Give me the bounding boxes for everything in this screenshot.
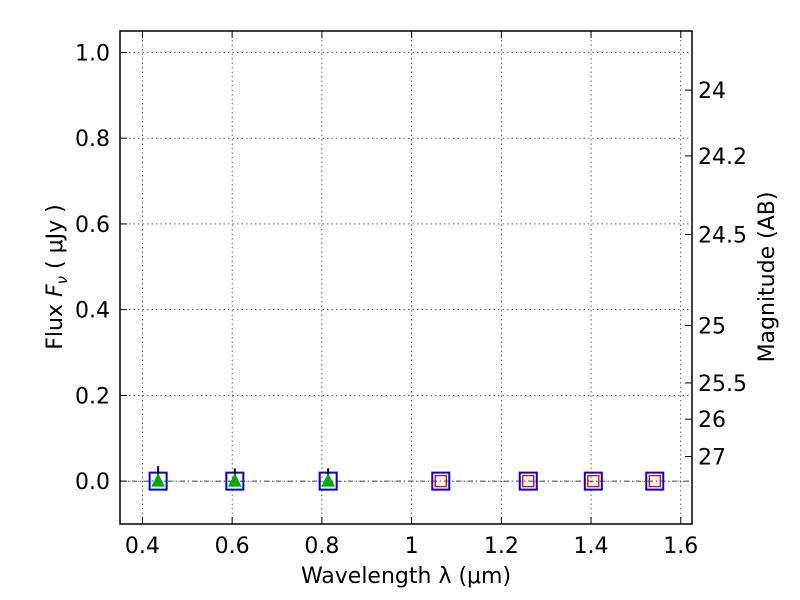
plot-frame: [119, 30, 693, 525]
magnitude-tick-label: 24: [698, 79, 726, 104]
upper-limit-point: [434, 474, 447, 488]
x-tick-label: 1: [405, 534, 419, 559]
x-tick-label: 0.4: [125, 534, 160, 559]
magnitude-tick-label: 24.5: [698, 223, 747, 248]
detection-triangle-point: [228, 473, 242, 487]
magnitude-tick-label: 24.2: [698, 145, 747, 170]
magnitude-axis-ticks: 24 24.2 24.5 25 25.5 26 27: [685, 79, 747, 470]
y-tick-label: 0.4: [75, 299, 110, 324]
y-tick-label: 1.0: [75, 41, 110, 66]
y-axis-label: Flux Fν ( μJy ): [43, 204, 71, 349]
x-axis-ticks: 0.4 0.6 0.8 1 1.2 1.4 1.6: [125, 31, 698, 559]
y-tick-label: 0.8: [75, 127, 110, 152]
upper-limit-point: [587, 474, 600, 488]
x-tick-label: 1.6: [663, 534, 698, 559]
x-tick-label: 0.8: [304, 534, 339, 559]
model-square-point: [583, 471, 603, 491]
grid: [120, 31, 692, 524]
model-square-point: [518, 471, 538, 491]
magnitude-tick-label: 25.5: [698, 372, 747, 397]
detection-triangle-point: [151, 473, 165, 487]
x-tick-label: 1.2: [484, 534, 519, 559]
model-square-point: [645, 471, 665, 491]
magnitude-axis-label: Magnitude (AB): [755, 192, 780, 363]
y-tick-label: 0.2: [75, 384, 110, 409]
data-marks: [148, 466, 665, 491]
x-tick-label: 1.4: [574, 534, 609, 559]
y-tick-label: 0.0: [75, 470, 110, 495]
y-tick-label: 0.6: [75, 213, 110, 238]
x-axis-label: Wavelength λ (μm): [301, 564, 511, 589]
detection-triangle-point: [321, 473, 335, 487]
magnitude-tick-label: 27: [698, 445, 726, 470]
upper-limit-point: [648, 474, 661, 488]
model-square-point: [431, 471, 451, 491]
y-axis-ticks: 0.0 0.2 0.4 0.6 0.8 1.0: [75, 41, 127, 495]
x-tick-label: 0.6: [215, 534, 250, 559]
magnitude-tick-label: 26: [698, 408, 726, 433]
magnitude-tick-label: 25: [698, 314, 726, 339]
upper-limit-point: [522, 474, 535, 488]
